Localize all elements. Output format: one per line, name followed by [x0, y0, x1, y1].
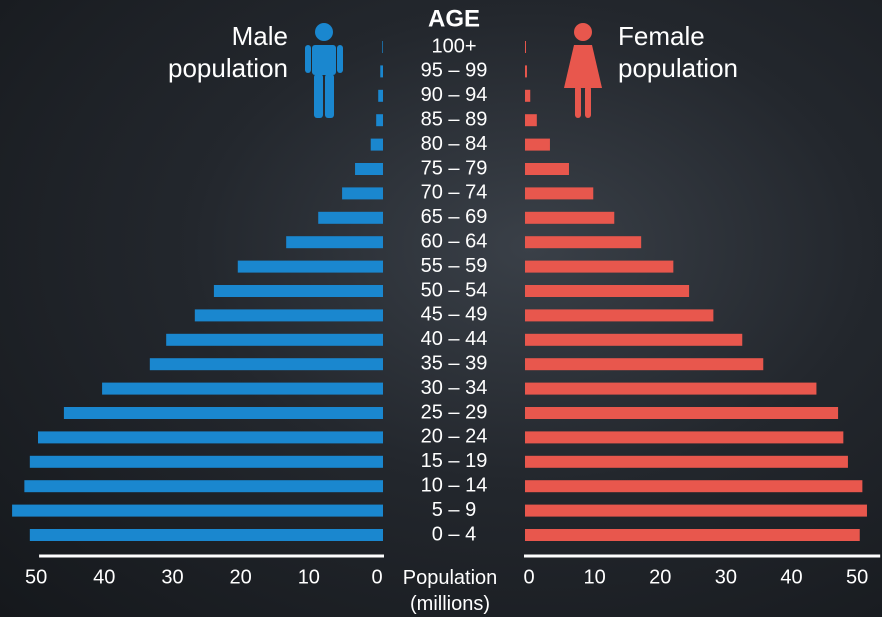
female-bar: [525, 89, 531, 102]
x-axis-label: Population (millions): [402, 567, 498, 615]
male-bar: [12, 504, 383, 517]
male-bar: [237, 260, 383, 273]
female-bar: [525, 333, 743, 346]
x-tick-label: 30: [161, 566, 183, 588]
legend-male: Male population: [168, 21, 288, 83]
x-tick-label: 0: [371, 566, 382, 588]
age-label: 20 – 24: [421, 426, 488, 448]
age-label: 90 – 94: [421, 84, 488, 106]
age-label: 50 – 54: [421, 279, 488, 301]
male-bar: [63, 407, 384, 419]
male-bar: [29, 455, 384, 468]
age-label: 60 – 64: [421, 230, 488, 252]
female-bar: [525, 407, 839, 419]
female-bar: [525, 285, 690, 297]
age-label: 95 – 99: [421, 60, 488, 82]
male-bar: [286, 236, 383, 249]
age-label: 35 – 39: [421, 352, 488, 374]
age-label: 30 – 34: [421, 377, 488, 399]
age-label: 75 – 79: [421, 157, 488, 179]
male-bar: [24, 480, 383, 493]
age-label: 40 – 44: [421, 328, 488, 350]
female-bar: [525, 41, 526, 53]
age-label: 10 – 14: [421, 474, 488, 496]
x-tick-label: 20: [230, 566, 252, 588]
female-bar: [525, 211, 615, 224]
age-label: 0 – 4: [432, 523, 476, 545]
female-bar: [525, 187, 594, 200]
female-bar: [525, 236, 642, 249]
male-bar: [166, 333, 383, 346]
male-bar: [342, 187, 383, 200]
x-tick-label: 0: [523, 566, 534, 588]
male-bar: [194, 309, 383, 322]
female-bar: [525, 114, 537, 127]
x-tick-label: 30: [715, 566, 737, 588]
female-bar: [525, 65, 527, 78]
age-label: 15 – 19: [421, 450, 488, 472]
age-label: 65 – 69: [421, 206, 488, 228]
male-bar: [382, 41, 383, 53]
female-bar: [525, 163, 569, 175]
male-bar: [318, 211, 383, 224]
male-icon: [305, 23, 343, 118]
male-bar: [38, 431, 383, 444]
female-icon: [564, 23, 602, 118]
x-tick-label: 50: [846, 566, 868, 588]
age-label: 70 – 74: [421, 182, 488, 204]
female-bar: [525, 431, 844, 444]
male-bar: [149, 358, 383, 371]
legend-female: Female population: [618, 21, 738, 83]
male-bar: [213, 285, 383, 297]
age-header: AGE: [428, 5, 480, 32]
age-label: 25 – 29: [421, 401, 488, 423]
male-bar: [380, 65, 383, 78]
age-label: 85 – 89: [421, 108, 488, 130]
x-tick-label: 50: [25, 566, 47, 588]
female-bar: [525, 309, 714, 322]
male-bar: [378, 89, 383, 102]
male-bar: [355, 163, 383, 175]
female-bar: [525, 455, 848, 468]
x-tick-label: 40: [780, 566, 802, 588]
x-tick-label: 10: [298, 566, 320, 588]
age-label: 80 – 84: [421, 133, 488, 155]
female-bar: [525, 480, 863, 493]
age-label: 5 – 9: [432, 499, 476, 521]
male-bar: [29, 529, 384, 541]
age-label: 55 – 59: [421, 255, 488, 277]
female-bar: [525, 529, 860, 541]
male-bar: [376, 114, 383, 127]
female-bar: [525, 382, 817, 395]
female-bar: [525, 260, 674, 273]
age-label: 100+: [431, 35, 476, 57]
male-bar: [370, 138, 383, 151]
female-bar: [525, 358, 764, 371]
x-tick-label: 40: [93, 566, 115, 588]
female-bar: [525, 138, 550, 151]
x-tick-label: 10: [584, 566, 606, 588]
age-label: 45 – 49: [421, 304, 488, 326]
male-bar: [102, 382, 383, 395]
female-bar: [525, 504, 867, 517]
x-tick-label: 20: [649, 566, 671, 588]
